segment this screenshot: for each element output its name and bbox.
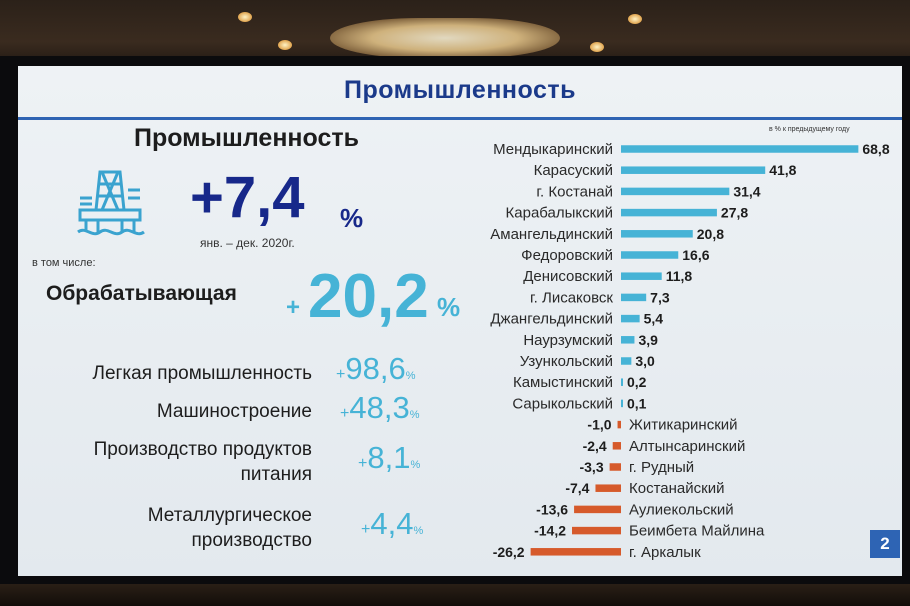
- slide-banner-title: Промышленность: [344, 76, 576, 104]
- manufacturing-label: Обрабатывающая: [46, 282, 237, 305]
- category-label: Федоровский: [521, 247, 613, 264]
- bar-алтынсаринский: [612, 442, 621, 450]
- value-label: 20,8: [697, 226, 724, 242]
- value-label: 0,2: [627, 374, 647, 390]
- ceiling-lamp: [590, 42, 604, 52]
- subsector-metallurgy-value: +4,4%: [361, 506, 424, 541]
- category-label: Сарыкольский: [512, 395, 613, 412]
- category-label: Алтынсаринский: [629, 438, 745, 455]
- category-label: Узункольский: [520, 353, 613, 370]
- district-growth-chart: Мендыкаринский 68,8 Карасуский 41,8 г. Коста…: [490, 141, 890, 561]
- subsector-metallurgy-label: Металлургическое производство: [147, 505, 312, 551]
- period-label: янв. – дек. 2020г.: [200, 236, 295, 250]
- category-label: Аулиекольский: [629, 501, 734, 518]
- oil-rig-icon: [77, 170, 145, 236]
- subsector-food-label: Производство продуктов питания: [93, 439, 312, 485]
- value-label: 41,8: [769, 162, 796, 178]
- bar-костанайский: [595, 484, 621, 492]
- bar-камыстинский: [621, 378, 623, 386]
- value-label: -14,2: [534, 523, 566, 539]
- value-label: 68,8: [862, 141, 889, 157]
- presentation-slide: Промышленность Промышленность +7,4 % янв…: [18, 66, 902, 576]
- manufacturing-unit: %: [437, 292, 461, 322]
- including-label: в том числе:: [32, 257, 96, 269]
- bar-житикаринский: [617, 420, 621, 429]
- category-label: Карабалыкский: [506, 205, 613, 222]
- value-label: -13,6: [536, 501, 568, 517]
- banner-divider: [18, 117, 902, 120]
- chart-note: в % к предыдущему году: [769, 126, 850, 133]
- value-label: 5,4: [644, 311, 664, 327]
- bar-джангельдинский: [621, 314, 640, 323]
- industry-growth-unit: %: [340, 203, 364, 233]
- bar-г-костанай: [621, 187, 730, 196]
- ceiling-lamp: [628, 14, 642, 24]
- value-label: 31,4: [733, 183, 760, 199]
- value-label: -1,0: [587, 417, 611, 433]
- manufacturing-value: 20,2: [308, 262, 429, 331]
- category-label: Джангельдинский: [490, 311, 613, 328]
- value-label: -26,2: [493, 544, 525, 560]
- bar-карасуский: [621, 166, 766, 174]
- bar-аулиекольский: [574, 505, 621, 514]
- category-label: Мендыкаринский: [493, 141, 613, 158]
- section-title: Промышленность: [134, 124, 359, 152]
- category-label: Камыстинский: [513, 374, 613, 391]
- chandelier: [330, 18, 560, 58]
- category-label: Житикаринский: [629, 417, 738, 434]
- value-label: -3,3: [579, 459, 603, 475]
- category-label: Наурзумский: [523, 332, 613, 349]
- room-floor: [0, 584, 910, 606]
- category-label: Амангельдинский: [490, 226, 613, 243]
- value-label: 27,8: [721, 205, 748, 221]
- ceiling-lamp: [278, 40, 292, 50]
- subsector-machinery-label: Машиностроение: [156, 401, 312, 422]
- bar-федоровский: [621, 251, 679, 259]
- value-label: 3,9: [638, 332, 658, 348]
- value-label: -2,4: [583, 438, 607, 454]
- category-label: г. Рудный: [629, 459, 694, 476]
- bar-г-рудный: [609, 463, 621, 471]
- bar-беимбета-майлина: [572, 526, 621, 535]
- category-label: Беимбета Майлина: [629, 523, 765, 540]
- category-label: Костанайский: [629, 480, 724, 497]
- bar-узункольский: [621, 357, 632, 365]
- page-number-badge: 2: [870, 530, 900, 558]
- value-label: 3,0: [635, 353, 655, 369]
- value-label: 16,6: [682, 247, 709, 263]
- manufacturing-plus: +: [286, 294, 301, 321]
- ceiling-lamp: [238, 12, 252, 22]
- bar-амангельдинский: [621, 230, 693, 238]
- category-label: Денисовский: [523, 268, 613, 285]
- value-label: 0,1: [627, 395, 647, 411]
- value-label: -7,4: [565, 480, 589, 496]
- bar-денисовский: [621, 272, 662, 280]
- value-label: 7,3: [650, 289, 670, 305]
- subsector-food-value: +8,1%: [358, 440, 421, 475]
- subsector-light-industry-value: +98,6%: [336, 351, 416, 386]
- category-label: г. Костанай: [536, 183, 613, 200]
- bar-карабалыкский: [621, 208, 717, 217]
- category-label: Карасуский: [534, 162, 613, 179]
- category-label: г. Лисаковск: [530, 289, 613, 306]
- bar-сарыкольский: [621, 399, 623, 408]
- bar-г-лисаковск: [621, 293, 647, 302]
- bar-наурзумский: [621, 336, 635, 344]
- bar-мендыкаринский: [621, 145, 859, 153]
- subsector-light-industry-label: Легкая промышленность: [92, 363, 312, 384]
- bar-г-аркалык: [530, 548, 621, 556]
- category-label: г. Аркалык: [629, 544, 701, 561]
- subsector-machinery-value: +48,3%: [340, 390, 420, 425]
- value-label: 11,8: [666, 268, 693, 284]
- industry-growth-value: +7,4: [190, 165, 305, 230]
